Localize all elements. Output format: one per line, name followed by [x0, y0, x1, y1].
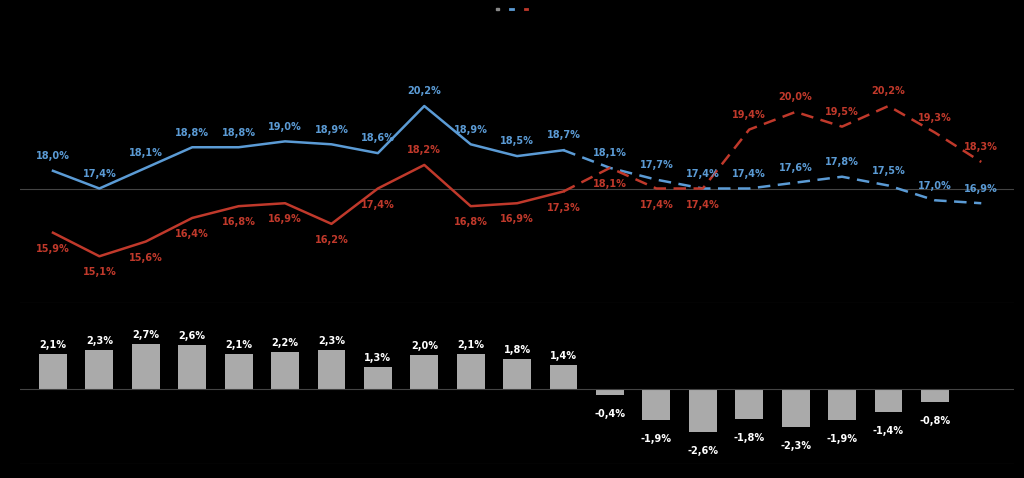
Bar — [411, 356, 438, 389]
Bar — [503, 359, 531, 389]
Text: 16,9%: 16,9% — [965, 184, 998, 194]
Text: -1,9%: -1,9% — [641, 434, 672, 444]
Text: 18,9%: 18,9% — [314, 125, 348, 135]
Text: 17,6%: 17,6% — [778, 163, 812, 173]
Text: 17,4%: 17,4% — [732, 169, 766, 179]
Text: -1,8%: -1,8% — [733, 433, 765, 443]
Text: 19,0%: 19,0% — [268, 121, 302, 131]
Text: -0,4%: -0,4% — [595, 409, 626, 419]
Text: 15,6%: 15,6% — [129, 253, 163, 262]
Text: 15,1%: 15,1% — [83, 267, 117, 277]
Text: 16,2%: 16,2% — [314, 235, 348, 245]
Text: 19,5%: 19,5% — [825, 107, 859, 117]
Bar — [596, 389, 624, 395]
Bar — [874, 389, 902, 412]
Bar — [781, 389, 810, 427]
Text: 18,7%: 18,7% — [547, 130, 581, 141]
Bar — [178, 346, 206, 389]
Text: 17,8%: 17,8% — [825, 157, 859, 167]
Text: 17,0%: 17,0% — [918, 181, 951, 191]
Bar — [735, 389, 763, 419]
Text: 18,1%: 18,1% — [129, 148, 163, 158]
Text: 17,4%: 17,4% — [640, 200, 673, 210]
Text: -1,4%: -1,4% — [872, 426, 904, 436]
Text: 16,8%: 16,8% — [221, 217, 256, 228]
Text: 18,8%: 18,8% — [175, 128, 209, 138]
Text: 16,4%: 16,4% — [175, 229, 209, 239]
Text: 1,4%: 1,4% — [550, 351, 578, 361]
Text: 17,7%: 17,7% — [640, 160, 673, 170]
Bar — [132, 344, 160, 389]
Text: 1,3%: 1,3% — [365, 353, 391, 363]
Text: 18,5%: 18,5% — [500, 136, 535, 146]
Bar — [828, 389, 856, 420]
Text: 16,9%: 16,9% — [501, 214, 534, 224]
Text: 19,3%: 19,3% — [918, 113, 951, 123]
Text: 1,8%: 1,8% — [504, 345, 530, 355]
Text: 18,1%: 18,1% — [593, 148, 627, 158]
Text: 2,3%: 2,3% — [86, 336, 113, 346]
Bar — [317, 350, 345, 389]
Bar — [224, 354, 253, 389]
Text: 18,6%: 18,6% — [360, 133, 395, 143]
Text: 20,0%: 20,0% — [778, 92, 812, 102]
Text: 18,8%: 18,8% — [221, 128, 256, 138]
Text: 2,2%: 2,2% — [271, 338, 299, 348]
Text: -1,9%: -1,9% — [826, 434, 857, 444]
Text: 19,4%: 19,4% — [732, 110, 766, 120]
Text: 20,2%: 20,2% — [408, 87, 441, 96]
Text: 20,2%: 20,2% — [871, 87, 905, 96]
Text: 17,4%: 17,4% — [83, 169, 117, 179]
Text: 18,9%: 18,9% — [454, 125, 487, 135]
Text: 16,9%: 16,9% — [268, 214, 302, 224]
Bar — [550, 365, 578, 389]
Text: 17,4%: 17,4% — [686, 169, 720, 179]
Text: 2,6%: 2,6% — [179, 331, 206, 341]
Text: 16,8%: 16,8% — [454, 217, 487, 228]
Bar — [85, 350, 114, 389]
Text: 2,1%: 2,1% — [457, 339, 484, 349]
Text: -2,3%: -2,3% — [780, 441, 811, 451]
Text: 18,0%: 18,0% — [36, 151, 70, 161]
Text: 18,1%: 18,1% — [593, 179, 627, 189]
Text: 2,7%: 2,7% — [132, 330, 160, 339]
Bar — [39, 354, 67, 389]
Bar — [642, 389, 671, 420]
Text: 18,3%: 18,3% — [965, 142, 998, 152]
Text: 17,4%: 17,4% — [686, 200, 720, 210]
Bar — [921, 389, 949, 402]
Text: -2,6%: -2,6% — [687, 446, 718, 456]
Text: 2,3%: 2,3% — [318, 336, 345, 346]
Text: -0,8%: -0,8% — [920, 416, 950, 426]
Bar — [271, 352, 299, 389]
Text: 2,1%: 2,1% — [225, 339, 252, 349]
Bar — [364, 367, 392, 389]
Text: 17,3%: 17,3% — [547, 203, 581, 213]
Text: 2,0%: 2,0% — [411, 341, 438, 351]
Bar — [457, 354, 484, 389]
Text: 17,5%: 17,5% — [871, 166, 905, 176]
Text: 18,2%: 18,2% — [408, 145, 441, 155]
Text: 17,4%: 17,4% — [361, 200, 394, 210]
Legend: , , : , , — [496, 8, 528, 10]
Text: 15,9%: 15,9% — [36, 244, 70, 254]
Bar — [689, 389, 717, 432]
Text: 2,1%: 2,1% — [40, 339, 67, 349]
